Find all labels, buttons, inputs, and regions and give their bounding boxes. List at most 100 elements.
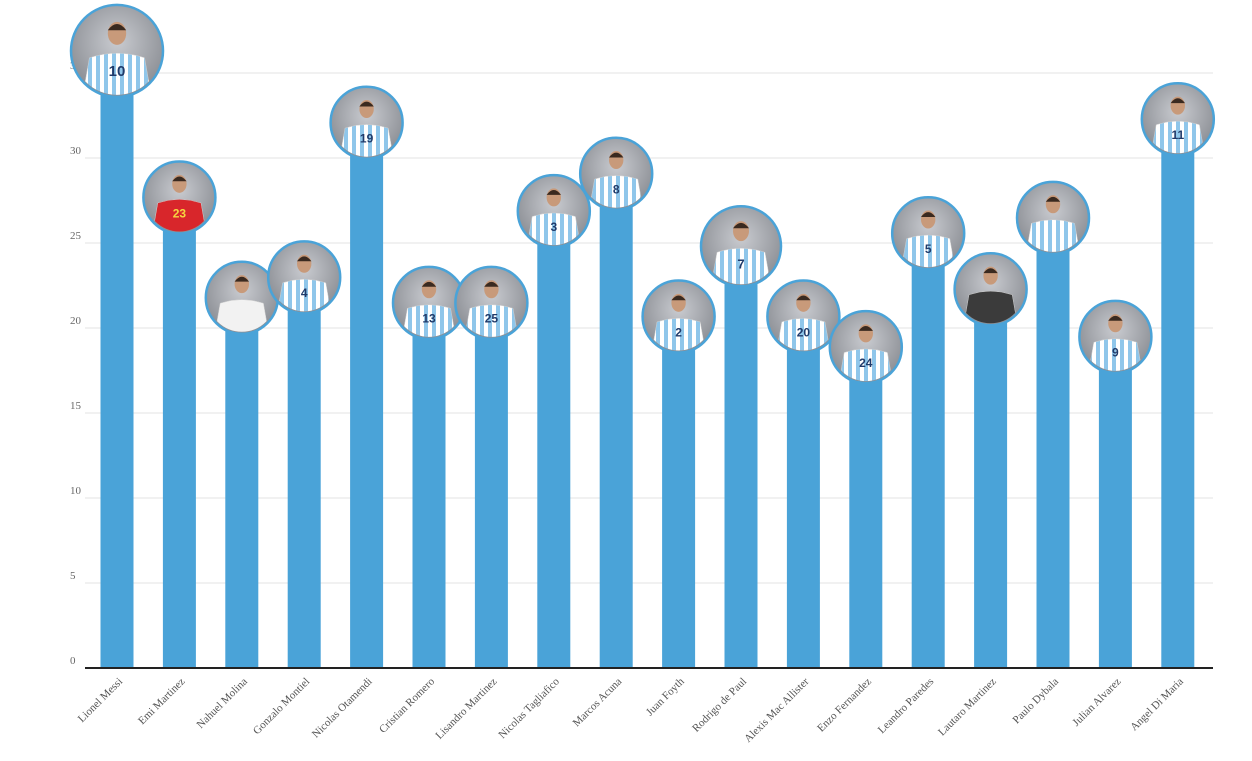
bar (350, 132, 384, 668)
x-tick-label: Emi Martinez (136, 676, 188, 728)
jersey-shape (710, 248, 772, 285)
jersey-number: 3 (550, 220, 557, 234)
hair-shape (609, 152, 624, 158)
jersey-shape (838, 348, 894, 382)
hair-shape (234, 276, 249, 282)
player-avatar: 20 (766, 279, 841, 354)
jersey-shape (464, 304, 519, 337)
jersey-shape (152, 199, 207, 232)
player-avatar: 7 (699, 205, 783, 288)
jersey-number: 10 (109, 63, 126, 80)
hair-shape (546, 190, 561, 195)
bar (911, 243, 945, 668)
y-tick-label: 5 (70, 570, 76, 582)
player-avatar: 4 (266, 240, 342, 315)
hair-shape (359, 101, 374, 107)
jersey-shape (82, 52, 152, 95)
bar (786, 326, 820, 668)
jersey-shape (963, 290, 1018, 324)
jersey-number: 24 (859, 356, 873, 370)
jersey-number: 25 (485, 312, 499, 326)
jersey-number: 11 (1171, 128, 1184, 142)
jersey-shape (651, 318, 706, 351)
x-tick-label: Nicolas Otamendi (310, 676, 375, 741)
jersey-shape (900, 234, 956, 268)
jersey-number: 7 (737, 256, 744, 271)
hair-shape (671, 295, 686, 301)
jersey-number: 13 (422, 312, 436, 326)
player-avatar: 3 (516, 173, 592, 249)
jersey-shape (1088, 338, 1143, 371)
bar (162, 207, 196, 669)
y-tick-label: 20 (70, 315, 82, 327)
x-tick-label: Lisandro Martinez (433, 676, 499, 742)
x-axis-labels: Lionel Messi Emi Martinez Nahuel Molina Gon… (76, 675, 1186, 745)
player-avatar: 2 (641, 279, 716, 354)
jersey-shape (401, 304, 457, 337)
x-tick-label: Angel Di Maria (1128, 676, 1186, 734)
player-avatar: 11 (1140, 82, 1216, 157)
jersey-shape (588, 175, 644, 208)
player-avatar (1015, 180, 1091, 256)
jersey-shape (276, 278, 332, 312)
bar (100, 66, 134, 668)
bar (662, 326, 696, 668)
bar (1161, 129, 1195, 669)
jersey-shape (1150, 120, 1206, 154)
hair-shape (796, 295, 811, 301)
jersey-number: 9 (1112, 346, 1119, 360)
hair-shape (421, 281, 437, 287)
jersey-shape (214, 299, 270, 332)
bar (225, 307, 259, 668)
jersey-number: 4 (301, 286, 308, 300)
player-avatar: 5 (890, 195, 966, 271)
player-avatar (953, 252, 1028, 327)
hair-shape (1045, 196, 1061, 202)
hair-shape (921, 212, 936, 217)
hair-shape (107, 23, 127, 31)
jersey-number: 2 (675, 325, 682, 339)
x-tick-label: Paulo Dybala (1011, 676, 1062, 727)
bar (974, 299, 1008, 668)
bar (537, 220, 571, 668)
x-tick-label: Juan Foyth (644, 675, 687, 718)
bar (599, 183, 633, 668)
bar (849, 356, 883, 668)
jersey-number: 20 (797, 325, 811, 339)
y-tick-label: 10 (70, 485, 82, 497)
y-tick-label: 30 (70, 145, 82, 157)
player-avatar: 10 (69, 3, 165, 99)
y-tick-label: 15 (70, 400, 82, 412)
bar (412, 312, 446, 668)
hair-shape (484, 281, 499, 287)
y-tick-label: 0 (70, 655, 76, 667)
hair-shape (297, 256, 312, 262)
bar (1036, 227, 1070, 668)
player-avatar: 23 (142, 160, 217, 235)
x-tick-label: Enzo Fernandez (815, 676, 874, 735)
x-tick-label: Lionel Messi (76, 676, 125, 725)
player-avatar (204, 260, 280, 336)
x-tick-label: Alexis Mac Allister (742, 675, 812, 745)
y-tick-label: 25 (70, 230, 82, 242)
x-tick-label: Leandro Paredes (876, 676, 937, 737)
y-axis-ticks: 05101520253035 (70, 60, 82, 667)
hair-shape (172, 176, 187, 182)
x-tick-label: Marcos Acuna (571, 676, 625, 730)
x-tick-label: Cristian Romero (377, 675, 437, 735)
bar (1098, 346, 1132, 668)
hair-shape (1170, 98, 1185, 104)
x-tick-label: Rodrigo de Paul (690, 676, 749, 735)
jersey-number: 5 (925, 242, 932, 256)
hair-shape (858, 326, 873, 331)
hair-shape (1108, 315, 1123, 321)
jersey-number: 19 (360, 132, 374, 146)
x-tick-label: Julian Alvarez (1070, 676, 1123, 729)
bar (474, 312, 508, 668)
player-avatar: 8 (578, 136, 654, 211)
bar (287, 287, 321, 668)
x-tick-label: Nicolas Tagliafico (496, 675, 562, 741)
x-tick-label: Lautaro Martinez (936, 676, 999, 739)
